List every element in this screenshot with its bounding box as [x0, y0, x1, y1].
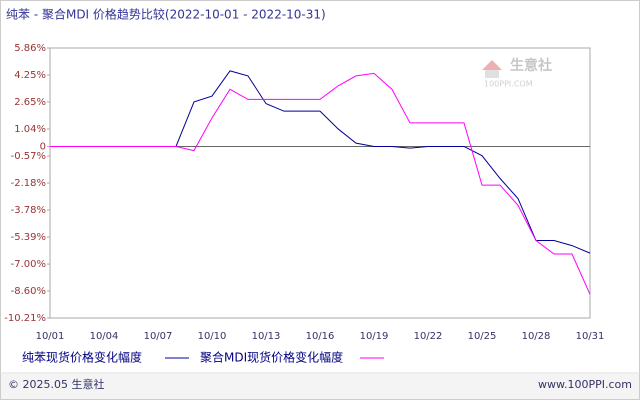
- logo-icon: [482, 60, 502, 70]
- y-tick-label: -7.00%: [11, 259, 46, 270]
- x-tick-label: 10/22: [414, 331, 443, 342]
- x-tick-label: 10/16: [306, 331, 335, 342]
- legend-label: 纯苯现货价格变化幅度: [22, 350, 142, 365]
- y-tick-label: -5.39%: [11, 232, 46, 243]
- y-tick-label: -8.60%: [11, 286, 46, 297]
- series-line: [50, 72, 591, 295]
- logo-site: 100PPI.COM: [484, 80, 533, 89]
- chart-title: 纯苯 - 聚合MDI 价格趋势比较(2022-10-01 - 2022-10-3…: [6, 7, 326, 22]
- footer-right: www.100PPI.com: [538, 378, 632, 391]
- logo: 生意社 100PPI.COM: [482, 57, 552, 89]
- y-tick-label: -10.21%: [4, 313, 46, 324]
- y-tick-label: 5.86%: [14, 43, 46, 54]
- x-tick-label: 10/19: [360, 331, 389, 342]
- y-tick-label: 4.25%: [14, 70, 46, 81]
- x-tick-label: 10/31: [576, 331, 605, 342]
- x-tick-label: 10/25: [468, 331, 497, 342]
- x-tick-label: 10/28: [522, 331, 551, 342]
- y-tick-label: 1.04%: [14, 124, 46, 135]
- logo-name: 生意社: [510, 57, 552, 74]
- plot-area: [49, 47, 591, 319]
- logo-icon: [485, 70, 499, 78]
- y-tick-label: -2.18%: [11, 178, 46, 189]
- x-tick-label: 10/10: [198, 331, 227, 342]
- y-tick-label: -0.57%: [11, 151, 46, 162]
- y-tick-label: 0: [40, 141, 46, 152]
- legend-label: 聚合MDI现货价格变化幅度: [200, 350, 343, 365]
- x-tick-label: 10/04: [90, 331, 119, 342]
- y-tick-label: 2.65%: [14, 97, 46, 108]
- x-tick-label: 10/01: [36, 331, 65, 342]
- footer-band: [1, 374, 639, 399]
- footer-left: © 2025.05 生意社: [8, 377, 104, 391]
- x-tick-label: 10/07: [144, 331, 173, 342]
- y-tick-label: -3.78%: [11, 205, 46, 216]
- x-tick-label: 10/13: [252, 331, 281, 342]
